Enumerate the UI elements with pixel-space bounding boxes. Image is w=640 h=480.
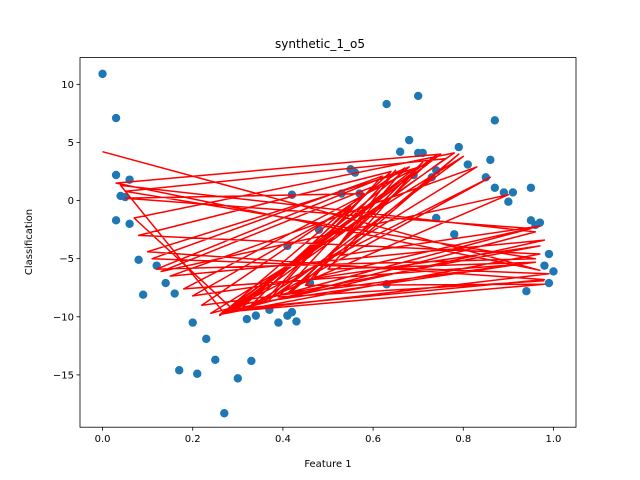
data-point: [404, 135, 414, 145]
data-point: [134, 255, 143, 265]
data-point: [233, 374, 243, 383]
data-point: [170, 289, 179, 298]
x-tick-label: 0.0: [95, 434, 111, 445]
data-point: [544, 278, 554, 288]
data-point: [125, 219, 134, 229]
data-point: [490, 183, 500, 192]
data-point: [508, 188, 518, 197]
data-point: [111, 216, 121, 225]
data-point: [382, 99, 391, 109]
data-point: [274, 318, 283, 327]
data-point: [292, 317, 301, 326]
data-point: [522, 287, 531, 296]
y-tick-label: 10: [61, 80, 74, 91]
y-tick-label: −10: [53, 312, 74, 323]
x-tick-label: 0.2: [185, 434, 201, 445]
x-tick-label: 1.0: [546, 434, 562, 445]
data-point: [504, 197, 513, 206]
y-tick-label: −15: [53, 370, 74, 381]
data-point: [535, 218, 545, 227]
y-axis-label: Classification: [24, 209, 35, 275]
data-point: [202, 334, 211, 344]
data-point: [413, 91, 423, 101]
data-point: [450, 230, 459, 239]
y-tick-label: −5: [59, 254, 74, 265]
data-point: [175, 366, 184, 375]
axes-frame: [79, 57, 577, 428]
data-point: [193, 369, 202, 378]
chart-title: synthetic_1_o5: [275, 37, 365, 51]
x-axis-label: Feature 1: [304, 459, 351, 470]
series-line: [102, 150, 550, 317]
data-point: [463, 160, 472, 169]
y-tick-label: 0: [68, 196, 74, 207]
y-axis: −15 −10 −5 0 5 10: [53, 80, 80, 381]
data-point: [526, 183, 536, 192]
data-point: [242, 314, 252, 324]
data-point: [120, 192, 130, 202]
x-tick-label: 0.6: [365, 434, 381, 445]
data-point: [211, 355, 220, 364]
data-point: [454, 142, 463, 152]
data-point: [111, 113, 121, 123]
data-point: [220, 409, 229, 418]
x-axis: 0.0 0.2 0.4 0.6 0.8 1.0: [95, 427, 562, 445]
data-point: [486, 155, 495, 165]
plot-area: [98, 69, 558, 418]
x-tick-label: 0.4: [275, 434, 291, 445]
data-point: [549, 267, 558, 276]
data-point: [540, 261, 549, 270]
data-point: [98, 69, 107, 79]
data-point: [490, 116, 500, 125]
data-point: [161, 278, 170, 288]
data-point: [188, 318, 197, 327]
data-point: [111, 170, 121, 180]
x-tick-label: 0.8: [455, 434, 471, 445]
data-point: [138, 290, 148, 299]
y-tick-label: 5: [68, 138, 74, 149]
data-point: [251, 311, 261, 320]
data-point: [544, 249, 554, 259]
data-point: [247, 356, 256, 366]
data-point: [287, 307, 297, 317]
data-point: [395, 147, 405, 156]
